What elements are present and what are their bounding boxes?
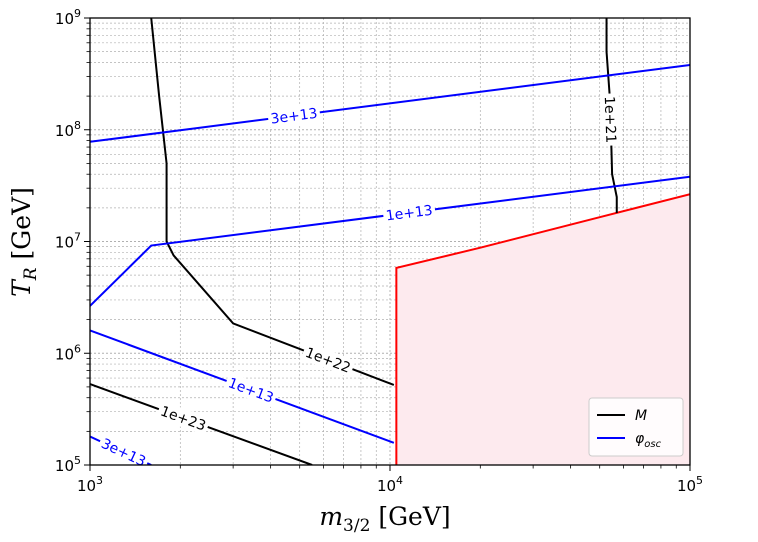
x-tick-label: 105: [677, 474, 703, 495]
contour-label: 1e+13: [382, 200, 437, 225]
x-tick-label: 104: [377, 474, 403, 495]
contour-label-bg: [223, 372, 279, 408]
excluded-region: [395, 193, 690, 465]
legend-label-phi: φosc: [635, 431, 662, 450]
y-tick-label: 107: [55, 231, 81, 252]
legend-label-M: M: [635, 408, 647, 424]
contour-label-bg: [382, 200, 437, 225]
contour-label-bg: [267, 103, 321, 128]
contour-label-text: 1e+13: [385, 203, 434, 225]
contour-label: 1e+23: [155, 400, 211, 436]
contour-label-text: 1e+21: [601, 96, 619, 144]
y-tick-label: 109: [55, 7, 81, 28]
contour-label-bg: [155, 400, 211, 436]
contour-line-1e+22: [150, 18, 395, 386]
contour-label-bg: [300, 342, 356, 378]
contour-label-bg: [96, 433, 152, 472]
contour-label: 3e+13: [267, 103, 321, 128]
contour-label: 1e+21: [600, 93, 621, 146]
contour-label-text: 1e+22: [303, 345, 353, 377]
x-axis-label: m3/2 [GeV]: [319, 502, 450, 536]
y-tick-label: 106: [55, 342, 81, 363]
axis-ticks: 103 104 105 105 106 107 108 109: [55, 7, 703, 495]
contour-line-3e+13: [90, 63, 690, 143]
y-axis-label: TR [GeV]: [7, 187, 41, 297]
x-tick-label: 103: [77, 474, 103, 495]
excluded-region-fill: [396, 194, 690, 465]
y-tick-label: 108: [55, 119, 81, 140]
contour-lines: [90, 18, 690, 465]
contour-label-text: 1e+13: [226, 375, 276, 406]
y-tick-label: 105: [55, 454, 81, 475]
contour-label-bg: [600, 93, 621, 146]
contour-label: 1e+22: [300, 342, 356, 378]
contour-label-text: 1e+23: [158, 403, 208, 434]
excluded-region-boundary: [395, 193, 690, 465]
contour-label-text: 3e+13: [270, 106, 319, 128]
contour-line-1e+13: [90, 175, 690, 307]
legend-box: [588, 397, 684, 457]
